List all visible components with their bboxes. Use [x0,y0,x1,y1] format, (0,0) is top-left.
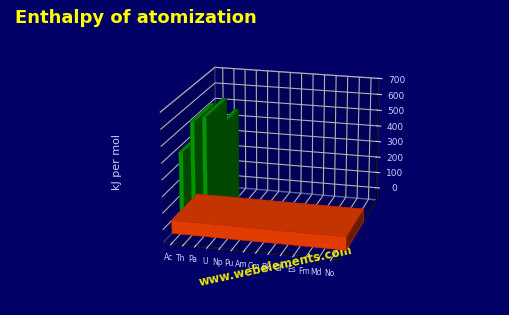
Text: kJ per mol: kJ per mol [111,134,122,190]
Text: Enthalpy of atomization: Enthalpy of atomization [15,9,257,27]
Text: www.webelements.com: www.webelements.com [197,244,353,289]
